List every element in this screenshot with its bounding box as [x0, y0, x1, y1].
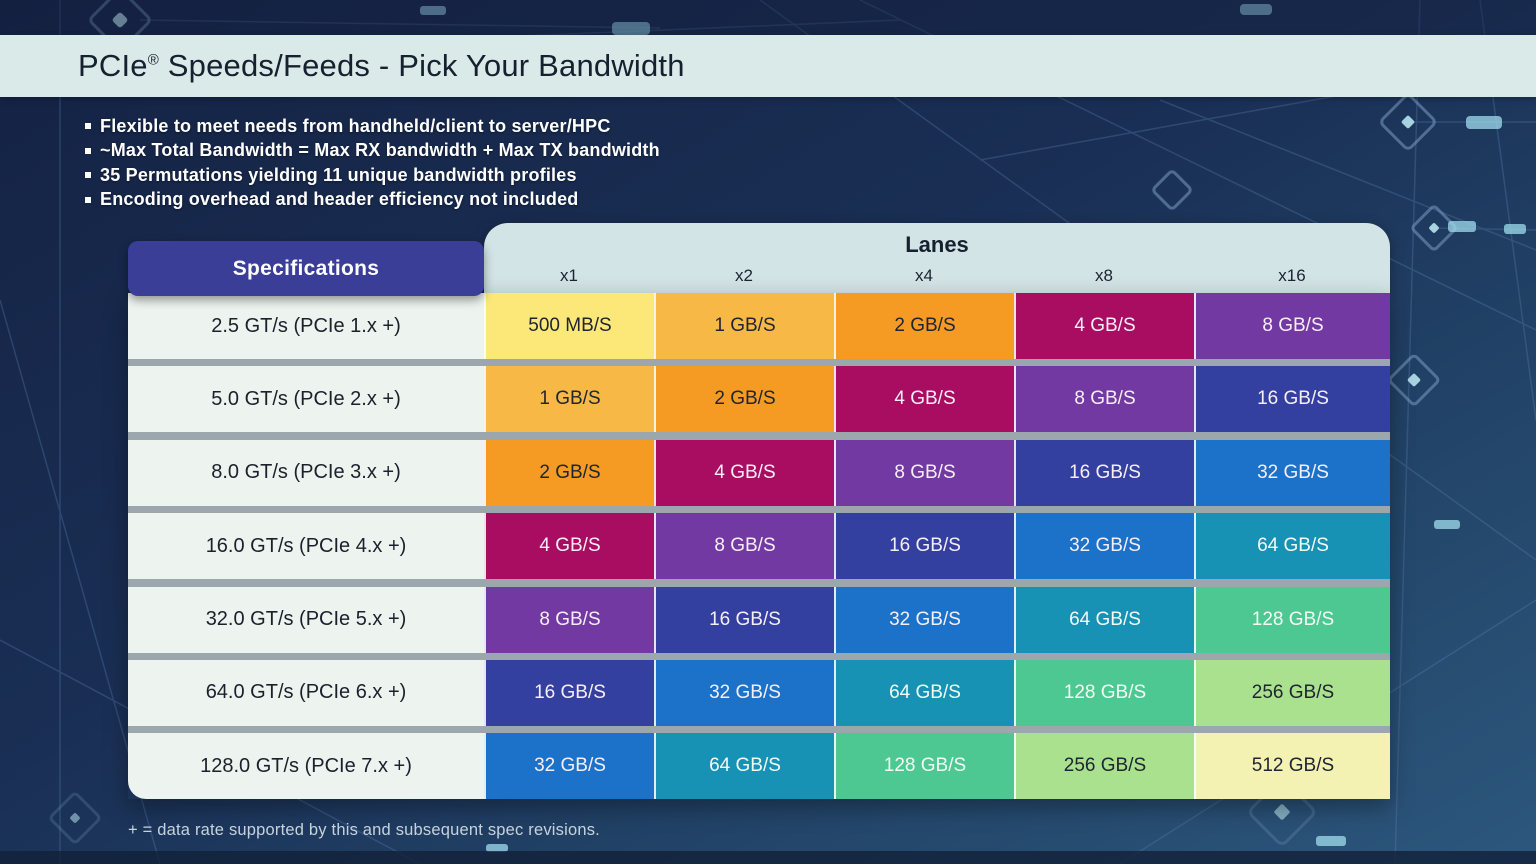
bandwidth-cell: 256 GB/S — [1194, 659, 1390, 726]
table-row: 5.0 GT/s (PCIe 2.x +) 1 GB/S 2 GB/S 4 GB/S 8… — [128, 366, 1390, 433]
bandwidth-cell: 32 GB/S — [1194, 439, 1390, 506]
bandwidth-cell: 128 GB/S — [1194, 586, 1390, 653]
bandwidth-cell: 4 GB/S — [654, 439, 834, 506]
bandwidth-cell: 16 GB/S — [834, 513, 1014, 580]
row-separator — [128, 432, 1390, 440]
footnote: + = data rate supported by this and subs… — [128, 821, 600, 839]
row-separator — [128, 579, 1390, 587]
bullet-marker — [85, 196, 91, 203]
row-separator — [128, 505, 1390, 514]
bandwidth-cell: 64 GB/S — [654, 733, 834, 800]
bandwidth-cell: 8 GB/S — [484, 586, 654, 653]
bandwidth-cell: 16 GB/S — [1014, 439, 1194, 506]
lane-column-label: x4 — [915, 266, 933, 285]
table-row: 2.5 GT/s (PCIe 1.x +) 500 MB/S 1 GB/S 2 GB/… — [128, 293, 1390, 359]
bandwidth-cell: 2 GB/S — [654, 366, 834, 433]
spec-cell: 32.0 GT/s (PCIe 5.x +) — [128, 586, 484, 653]
table-row: 32.0 GT/s (PCIe 5.x +) 8 GB/S 16 GB/S 32 GB… — [128, 586, 1390, 653]
bullet-text: Encoding overhead and header efficiency … — [100, 189, 579, 210]
bullet-item: 35 Permutations yielding 11 unique bandw… — [85, 163, 660, 188]
bandwidth-cell: 16 GB/S — [1194, 366, 1390, 433]
bandwidth-cell: 4 GB/S — [484, 513, 654, 580]
specifications-header: Specifications — [128, 241, 484, 296]
bandwidth-cell: 8 GB/S — [654, 513, 834, 580]
row-separator — [128, 725, 1390, 734]
bandwidth-cell: 4 GB/S — [834, 366, 1014, 433]
bandwidth-cell: 2 GB/S — [484, 439, 654, 506]
title-band: PCIe® Speeds/Feeds - Pick Your Bandwidth — [0, 35, 1536, 97]
bandwidth-cell: 32 GB/S — [834, 586, 1014, 653]
lane-column-label: x1 — [560, 266, 578, 285]
bandwidth-cell: 32 GB/S — [654, 659, 834, 726]
row-separator — [128, 652, 1390, 660]
bandwidth-cell: 64 GB/S — [834, 659, 1014, 726]
spec-cell: 2.5 GT/s (PCIe 1.x +) — [128, 293, 484, 359]
bullet-list: Flexible to meet needs from handheld/cli… — [85, 114, 660, 212]
bandwidth-cell: 16 GB/S — [484, 659, 654, 726]
table-row: 64.0 GT/s (PCIe 6.x +) 16 GB/S 32 GB/S 64 G… — [128, 659, 1390, 726]
bandwidth-cell: 8 GB/S — [1194, 293, 1390, 359]
specifications-header-label: Specifications — [232, 256, 380, 280]
lane-labels: x1 x2 x4 x8 x16 — [484, 266, 1390, 286]
bullet-text: ~Max Total Bandwidth = Max RX bandwidth … — [100, 140, 660, 161]
lanes-header-panel: Lanes x1 x2 x4 x8 x16 — [484, 223, 1390, 293]
bandwidth-cell: 1 GB/S — [654, 293, 834, 359]
bandwidth-cell: 32 GB/S — [1014, 513, 1194, 580]
bandwidth-cell: 8 GB/S — [834, 439, 1014, 506]
spec-cell: 64.0 GT/s (PCIe 6.x +) — [128, 659, 484, 726]
bandwidth-cell: 4 GB/S — [1014, 293, 1194, 359]
lane-column-label: x16 — [1278, 266, 1306, 285]
spec-cell: 5.0 GT/s (PCIe 2.x +) — [128, 366, 484, 433]
table-rows: 2.5 GT/s (PCIe 1.x +) 500 MB/S 1 GB/S 2 GB/… — [128, 293, 1390, 800]
lane-column-label: x8 — [1095, 266, 1113, 285]
spec-cell: 8.0 GT/s (PCIe 3.x +) — [128, 439, 484, 506]
bullet-marker — [85, 172, 91, 179]
spec-cell: 16.0 GT/s (PCIe 4.x +) — [128, 513, 484, 580]
table-row: 128.0 GT/s (PCIe 7.x +) 32 GB/S 64 GB/S 128… — [128, 733, 1390, 800]
page-title: PCIe® Speeds/Feeds - Pick Your Bandwidth — [78, 48, 685, 83]
bullet-item: Encoding overhead and header efficiency … — [85, 188, 660, 213]
bullet-marker — [85, 123, 91, 130]
bullet-text: Flexible to meet needs from handheld/cli… — [100, 115, 611, 136]
bandwidth-cell: 64 GB/S — [1014, 586, 1194, 653]
row-separator — [128, 359, 1390, 367]
bandwidth-cell: 512 GB/S — [1194, 733, 1390, 800]
table-row: 8.0 GT/s (PCIe 3.x +) 2 GB/S 4 GB/S 8 GB/S 1… — [128, 439, 1390, 506]
bullet-item: ~Max Total Bandwidth = Max RX bandwidth … — [85, 139, 660, 164]
bandwidth-cell: 2 GB/S — [834, 293, 1014, 359]
registered-mark: ® — [147, 51, 159, 69]
bullet-text: 35 Permutations yielding 11 unique bandw… — [100, 164, 577, 185]
bandwidth-cell: 16 GB/S — [654, 586, 834, 653]
spec-cell: 128.0 GT/s (PCIe 7.x +) — [128, 733, 484, 800]
bullet-marker — [85, 147, 91, 154]
bandwidth-cell: 256 GB/S — [1014, 733, 1194, 800]
bandwidth-cell: 64 GB/S — [1194, 513, 1390, 580]
bandwidth-cell: 8 GB/S — [1014, 366, 1194, 433]
lane-column-label: x2 — [735, 266, 753, 285]
bandwidth-cell: 128 GB/S — [834, 733, 1014, 800]
table-row: 16.0 GT/s (PCIe 4.x +) 4 GB/S 8 GB/S 16 GB/… — [128, 513, 1390, 580]
lanes-header-title: Lanes — [905, 232, 969, 257]
bandwidth-cell: 128 GB/S — [1014, 659, 1194, 726]
bullet-item: Flexible to meet needs from handheld/cli… — [85, 114, 660, 139]
bandwidth-cell: 500 MB/S — [484, 293, 654, 359]
bandwidth-cell: 32 GB/S — [484, 733, 654, 800]
bandwidth-cell: 1 GB/S — [484, 366, 654, 433]
